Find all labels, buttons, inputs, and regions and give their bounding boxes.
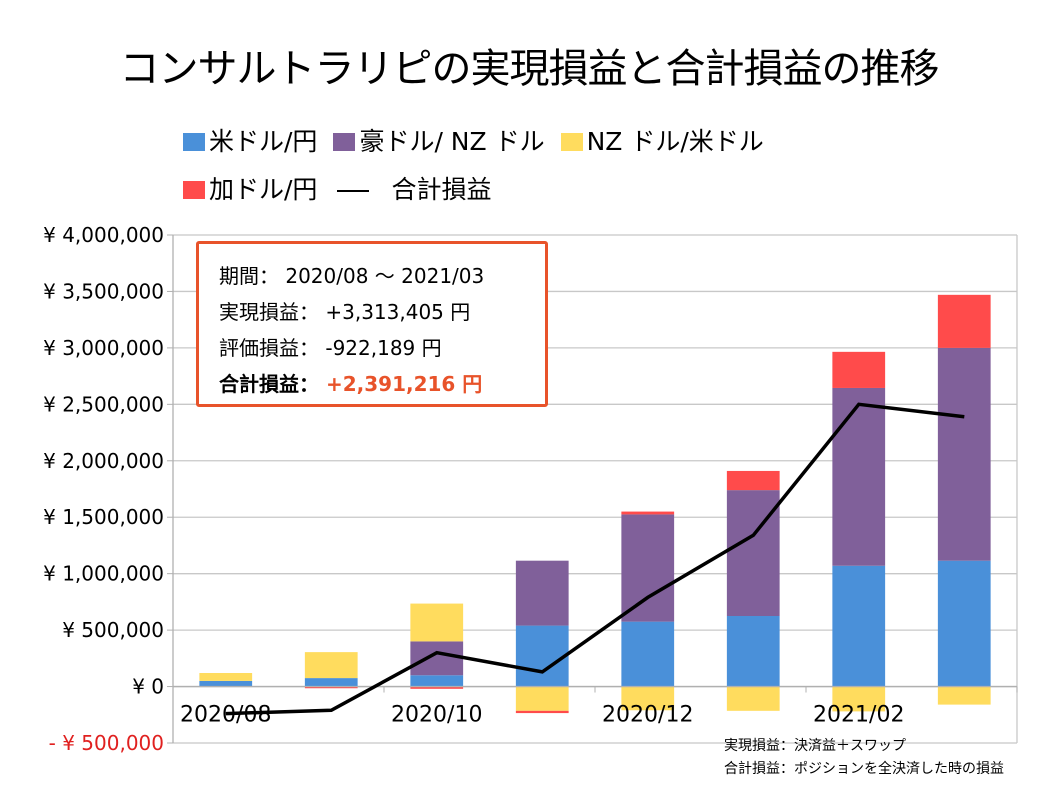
legend-item-nzdusd: NZ ドル/米ドル: [560, 118, 764, 166]
total-label: 合計損益：: [219, 372, 319, 396]
y-tick-label: ¥ 500,000: [62, 618, 164, 642]
period-row: 期間： 2020/08 ～ 2021/03: [219, 258, 545, 294]
total-value: +2,391,216 円: [325, 372, 483, 396]
bar-segment: [410, 686, 464, 689]
y-tick-label: ¥ 1,500,000: [43, 505, 164, 529]
legend-swatch-usdjpy: [183, 133, 205, 151]
footnotes: 実現損益：決済益＋スワップ 合計損益：ポジションを全決済した時の損益: [724, 735, 1004, 781]
bar-segment: [937, 686, 991, 705]
bar-segment: [832, 565, 886, 687]
bar-segment: [515, 710, 569, 714]
legend-label-total: 合計損益: [391, 175, 492, 204]
y-tick-label: ¥ 3,000,000: [43, 336, 164, 360]
bar-segment: [937, 560, 991, 687]
bar-segment: [199, 680, 253, 687]
unrealized-row: 評価損益： -922,189 円: [219, 330, 545, 366]
x-tick-label: 2020/10: [391, 703, 482, 728]
legend-row-1: 米ドル/円 豪ドル/ NZ ドル NZ ドル/米ドル: [183, 118, 780, 166]
bar-segment: [937, 294, 991, 348]
y-tick-label: ¥ 0: [132, 675, 164, 699]
bar-segment: [410, 603, 464, 642]
legend-row-2: 加ドル/円 合計損益: [183, 166, 780, 214]
bar-segment: [832, 351, 886, 388]
legend-label-nzdusd: NZ ドル/米ドル: [586, 127, 764, 156]
bar-segment: [515, 560, 569, 626]
bar-segment: [726, 490, 780, 616]
y-tick-label: ¥ 1,000,000: [43, 562, 164, 586]
y-axis-ticks: ¥ 4,000,000 ¥ 3,500,000 ¥ 3,000,000 ¥ 2,500…: [43, 223, 164, 755]
bar-segment: [304, 652, 358, 679]
unrealized-value: -922,189 円: [325, 336, 442, 360]
legend-label-cadjpy: 加ドル/円: [209, 175, 318, 204]
bar-segment: [621, 621, 675, 687]
realized-row: 実現損益： +3,313,405 円: [219, 294, 545, 330]
bar-segment: [621, 511, 675, 515]
legend-label-usdjpy: 米ドル/円: [209, 127, 318, 156]
bars: [199, 294, 991, 714]
bar-segment: [621, 514, 675, 622]
bar-segment: [832, 686, 886, 712]
y-tick-label: - ¥ 500,000: [49, 731, 164, 755]
legend-item-total: 合計損益: [333, 166, 491, 214]
bar-segment: [199, 673, 253, 681]
bar-segment: [515, 686, 569, 711]
bar-segment: [410, 675, 464, 687]
y-tick-label: ¥ 2,500,000: [43, 392, 164, 416]
legend-swatch-nzdusd: [560, 133, 583, 151]
bar-segment: [726, 686, 780, 711]
legend-swatch-audnzd: [333, 133, 356, 151]
realized-value: +3,313,405 円: [325, 300, 471, 324]
footnote-total: 合計損益：ポジションを全決済した時の損益: [724, 761, 1004, 777]
y-tick-label: ¥ 3,500,000: [43, 279, 164, 303]
axes: [172, 235, 1018, 743]
period-value: 2020/08 ～ 2021/03: [285, 264, 485, 288]
chart-title: コンサルトラリピの実現損益と合計損益の推移: [119, 46, 940, 92]
x-axis-ticks: 2020/08 2020/10 2020/12 2021/02: [180, 703, 904, 728]
bar-segment: [726, 470, 780, 491]
x-tick-label: 2020/12: [602, 703, 693, 728]
total-row: 合計損益： +2,391,216 円: [219, 366, 545, 402]
bar-segment: [621, 686, 675, 711]
realized-label: 実現損益：: [219, 300, 319, 324]
y-tick-label: ¥ 4,000,000: [43, 223, 164, 247]
bar-segment: [304, 686, 358, 689]
period-label: 期間：: [219, 264, 279, 288]
x-tick-label: 2021/02: [813, 703, 904, 728]
bar-segment: [410, 641, 464, 676]
unrealized-label: 評価損益：: [219, 336, 319, 360]
y-tick-label: ¥ 2,000,000: [43, 449, 164, 473]
legend-item-audnzd: 豪ドル/ NZ ドル: [333, 118, 545, 166]
legend-item-usdjpy: 米ドル/円: [183, 118, 317, 166]
bar-segment: [726, 616, 780, 687]
legend-label-audnzd: 豪ドル/ NZ ドル: [359, 127, 545, 156]
bar-segment: [937, 347, 991, 561]
summary-box: 期間： 2020/08 ～ 2021/03 実現損益： +3,313,405 円…: [196, 241, 548, 407]
legend-line-swatch-total: [333, 166, 373, 214]
footnote-realized: 実現損益：決済益＋スワップ: [724, 738, 906, 754]
legend-item-cadjpy: 加ドル/円: [183, 166, 317, 214]
x-tick-label: 2020/08: [180, 703, 271, 728]
total-pnl-line: [225, 402, 965, 716]
bar-segment: [304, 678, 358, 687]
bar-segment: [832, 387, 886, 566]
total-line-group: [225, 402, 965, 716]
legend-swatch-cadjpy: [183, 181, 205, 199]
legend: 米ドル/円 豪ドル/ NZ ドル NZ ドル/米ドル 加ドル/円 合計損益: [183, 118, 780, 214]
bar-segment: [515, 625, 569, 687]
